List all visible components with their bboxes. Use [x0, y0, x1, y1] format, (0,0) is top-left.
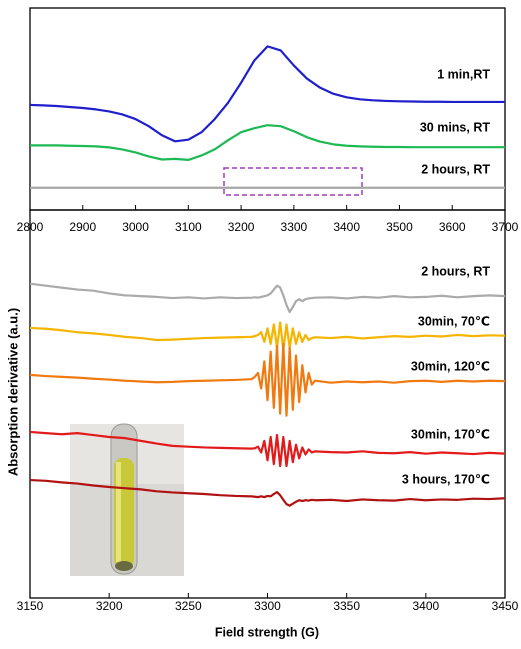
series-line [29, 342, 506, 417]
x-tick-label: 3200 [96, 599, 123, 613]
x-tick-label: 3400 [412, 599, 439, 613]
series-line [30, 124, 505, 161]
x-tick-label: 3250 [175, 599, 202, 613]
x-tick-label: 3500 [386, 220, 413, 234]
x-axis-label: Field strength (G) [215, 625, 319, 639]
x-tick-label: 3200 [228, 220, 255, 234]
series-label: 1 min,RT [437, 67, 490, 81]
series-line [29, 321, 506, 351]
series-label: 2 hours, RT [421, 264, 490, 278]
x-tick-label: 2800 [17, 220, 44, 234]
x-tick-label: 3400 [333, 220, 360, 234]
x-tick-label: 3000 [122, 220, 149, 234]
inset-photo [70, 423, 184, 576]
series-line [29, 45, 505, 143]
x-tick-label: 3450 [492, 599, 519, 613]
series-label: 30min, 70℃ [418, 314, 490, 328]
x-tick-label: 3600 [439, 220, 466, 234]
series-label: 30min, 170℃ [411, 427, 490, 441]
x-tick-label: 2900 [69, 220, 96, 234]
x-tick-label: 3300 [281, 220, 308, 234]
x-tick-label: 3100 [175, 220, 202, 234]
x-tick-label: 3350 [333, 599, 360, 613]
x-tick-label: 3150 [17, 599, 44, 613]
series-line [29, 478, 506, 507]
series-label: 2 hours, RT [421, 162, 490, 176]
x-tick-label: 3300 [254, 599, 281, 613]
series-line [29, 282, 506, 314]
series-label: 3 hours, 170℃ [402, 472, 490, 486]
x-tick-label: 3700 [492, 220, 519, 234]
top-plot-frame [29, 7, 506, 211]
series-label: 30min, 120℃ [411, 359, 490, 373]
y-axis-label: Absorption derivative (a.u.) [5, 308, 20, 476]
zoom-region-box [223, 167, 363, 196]
series-line [29, 430, 506, 468]
series-label: 30 mins, RT [420, 120, 491, 134]
